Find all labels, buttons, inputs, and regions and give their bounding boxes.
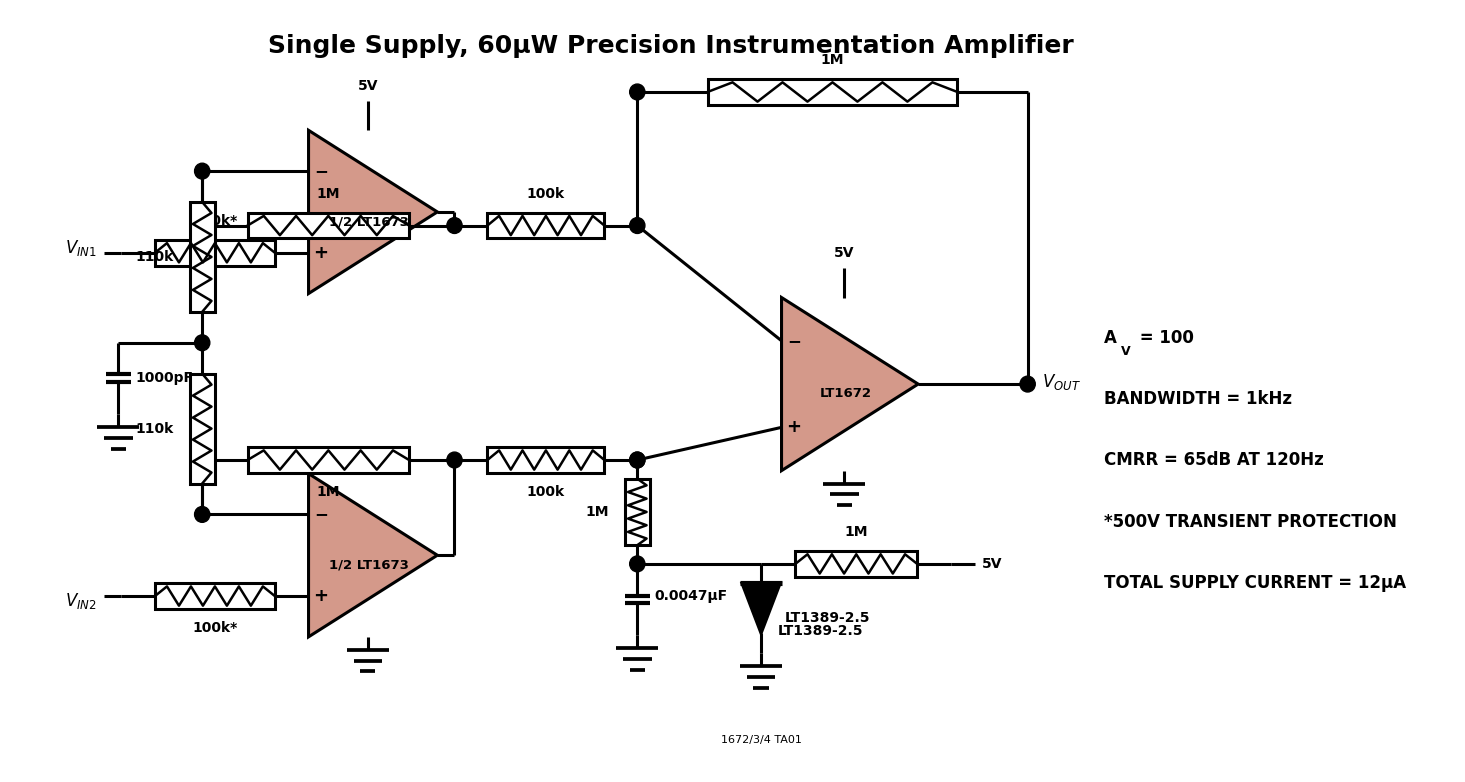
Text: 110k: 110k — [135, 250, 174, 264]
Circle shape — [1020, 376, 1036, 392]
Bar — [155, 240, 275, 266]
Text: A: A — [1103, 328, 1116, 346]
Text: TOTAL SUPPLY CURRENT = 12μA: TOTAL SUPPLY CURRENT = 12μA — [1103, 574, 1406, 592]
Bar — [248, 447, 409, 473]
Circle shape — [630, 452, 645, 468]
Circle shape — [447, 217, 461, 234]
Polygon shape — [781, 297, 919, 471]
Bar — [488, 213, 605, 239]
Text: 5V: 5V — [982, 557, 1002, 571]
Polygon shape — [309, 474, 438, 637]
Text: 0.0047μF: 0.0047μF — [655, 589, 728, 603]
Text: $V_{IN1}$: $V_{IN1}$ — [64, 238, 97, 258]
Bar — [708, 79, 958, 105]
Polygon shape — [743, 583, 779, 633]
Circle shape — [195, 507, 209, 522]
Text: 100k: 100k — [527, 187, 565, 201]
Text: −: − — [314, 505, 328, 523]
Text: +: + — [314, 244, 328, 262]
Text: 100k*: 100k* — [192, 214, 237, 228]
Text: *500V TRANSIENT PROTECTION: *500V TRANSIENT PROTECTION — [1103, 512, 1396, 531]
Text: BANDWIDTH = 1kHz: BANDWIDTH = 1kHz — [1103, 390, 1292, 408]
Circle shape — [630, 556, 645, 572]
Text: LT1389-2.5: LT1389-2.5 — [785, 612, 870, 626]
Text: 1M: 1M — [316, 187, 340, 201]
Polygon shape — [309, 131, 438, 293]
Text: 1000pF: 1000pF — [136, 371, 193, 386]
Text: 1672/3/4 TA01: 1672/3/4 TA01 — [721, 735, 801, 745]
Bar — [795, 551, 917, 577]
Circle shape — [195, 163, 209, 179]
Circle shape — [630, 217, 645, 234]
Text: 100k*: 100k* — [192, 621, 237, 635]
Circle shape — [630, 452, 645, 468]
Text: LT1389-2.5: LT1389-2.5 — [778, 624, 864, 638]
Text: Single Supply, 60μW Precision Instrumentation Amplifier: Single Supply, 60μW Precision Instrument… — [268, 34, 1074, 58]
Text: V: V — [1121, 345, 1131, 358]
Text: −: − — [314, 162, 328, 180]
Text: 1/2 LT1673: 1/2 LT1673 — [330, 215, 409, 228]
Text: +: + — [314, 587, 328, 605]
Text: CMRR = 65dB AT 120Hz: CMRR = 65dB AT 120Hz — [1103, 451, 1323, 469]
Text: +: + — [787, 418, 801, 436]
Text: 5V: 5V — [357, 79, 378, 93]
Text: 100k: 100k — [527, 485, 565, 499]
Text: 1/2 LT1673: 1/2 LT1673 — [330, 558, 409, 572]
Bar — [190, 374, 214, 483]
Text: 1M: 1M — [844, 526, 869, 539]
Text: 1M: 1M — [820, 53, 844, 67]
Circle shape — [447, 452, 461, 468]
Bar — [155, 583, 275, 609]
Text: −: − — [787, 332, 801, 350]
Text: 110k: 110k — [135, 421, 174, 436]
Text: $V_{IN2}$: $V_{IN2}$ — [64, 591, 97, 611]
Text: 5V: 5V — [834, 246, 854, 260]
Text: = 100: = 100 — [1134, 328, 1194, 346]
Text: LT1672: LT1672 — [820, 387, 872, 400]
Bar — [190, 202, 214, 312]
Text: 1M: 1M — [585, 505, 609, 519]
Text: 1M: 1M — [316, 485, 340, 499]
Circle shape — [195, 335, 209, 350]
Text: $V_{OUT}$: $V_{OUT}$ — [1042, 372, 1081, 392]
Bar — [626, 479, 649, 545]
Bar — [248, 213, 409, 239]
Bar — [488, 447, 605, 473]
Circle shape — [630, 84, 645, 100]
